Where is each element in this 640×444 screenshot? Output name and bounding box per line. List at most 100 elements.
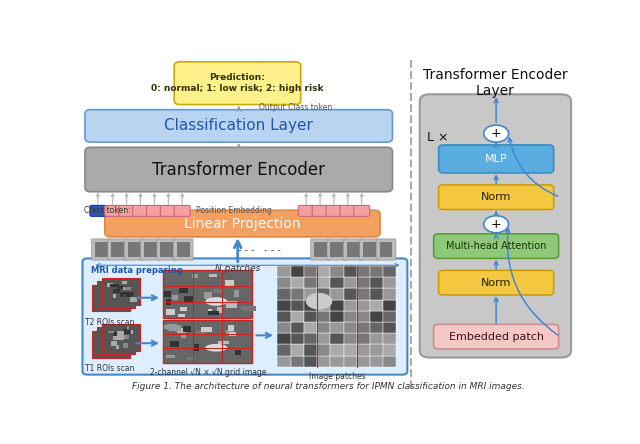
Bar (161, 242, 173, 257)
Bar (130, 297, 137, 302)
Bar (383, 288, 396, 300)
Bar (178, 313, 186, 317)
Bar (144, 242, 157, 257)
Bar (330, 288, 344, 300)
Bar (218, 341, 228, 345)
Bar (201, 327, 212, 332)
Text: Image patches: Image patches (308, 372, 365, 381)
Bar (330, 311, 344, 322)
Bar (196, 331, 206, 335)
Bar (344, 300, 356, 311)
Bar (225, 330, 233, 335)
FancyBboxPatch shape (327, 239, 347, 260)
Ellipse shape (306, 293, 332, 309)
FancyBboxPatch shape (340, 206, 356, 216)
Bar (317, 277, 330, 288)
Bar (113, 294, 116, 297)
Bar (107, 283, 113, 287)
Bar (383, 322, 396, 333)
Text: +: + (491, 127, 502, 140)
Bar (347, 242, 360, 257)
Bar (380, 242, 392, 257)
Bar (383, 311, 396, 322)
Text: +: + (491, 218, 502, 231)
Bar (124, 292, 134, 295)
Ellipse shape (205, 297, 227, 306)
Bar (277, 288, 291, 300)
Bar (95, 242, 108, 257)
Bar (277, 311, 291, 322)
Bar (356, 322, 370, 333)
Bar (304, 345, 317, 356)
Bar (356, 266, 370, 277)
Bar (209, 345, 213, 352)
Bar (277, 266, 291, 277)
FancyBboxPatch shape (124, 239, 144, 260)
FancyBboxPatch shape (344, 239, 364, 260)
Bar (175, 327, 180, 333)
Bar (102, 278, 140, 305)
Bar (317, 333, 330, 345)
FancyBboxPatch shape (141, 239, 161, 260)
Bar (108, 331, 114, 333)
Bar (291, 333, 304, 345)
Text: Transformer Encoder: Transformer Encoder (152, 161, 325, 178)
Bar (291, 300, 304, 311)
Bar (277, 300, 291, 311)
Bar (117, 331, 124, 336)
Circle shape (484, 125, 509, 142)
Bar (317, 266, 330, 277)
FancyBboxPatch shape (420, 94, 571, 357)
Bar (234, 290, 239, 297)
Text: - - -   - - -: - - - - - - (238, 245, 281, 254)
Bar (127, 242, 141, 257)
Text: Norm: Norm (481, 278, 511, 288)
FancyBboxPatch shape (157, 239, 177, 260)
Bar (92, 331, 130, 357)
Bar (102, 324, 140, 351)
Bar (291, 288, 304, 300)
Bar (113, 337, 121, 340)
Bar (118, 286, 127, 289)
Bar (356, 288, 370, 300)
Bar (383, 277, 396, 288)
FancyBboxPatch shape (108, 239, 127, 260)
Bar (163, 270, 252, 318)
Text: Linear Projection: Linear Projection (184, 217, 301, 230)
FancyBboxPatch shape (438, 185, 554, 210)
Bar (113, 289, 120, 293)
Bar (330, 333, 344, 345)
Bar (180, 307, 188, 311)
Bar (127, 326, 129, 330)
Bar (167, 324, 177, 330)
Text: Transformer Encoder
Layer: Transformer Encoder Layer (423, 68, 568, 98)
Bar (111, 242, 124, 257)
Bar (370, 322, 383, 333)
Bar (383, 266, 396, 277)
Bar (317, 322, 330, 333)
FancyBboxPatch shape (85, 147, 392, 192)
Bar (183, 326, 191, 332)
Text: Prediction:
0: normal; 1: low risk; 2: high risk: Prediction: 0: normal; 1: low risk; 2: h… (151, 74, 324, 93)
Bar (344, 311, 356, 322)
Bar (317, 311, 330, 322)
Bar (291, 277, 304, 288)
Bar (356, 345, 370, 356)
Text: Position Embedding: Position Embedding (196, 206, 272, 215)
FancyBboxPatch shape (147, 206, 163, 216)
FancyBboxPatch shape (310, 239, 330, 260)
Bar (120, 292, 124, 297)
Bar (113, 332, 118, 337)
Bar (116, 336, 124, 340)
Bar (383, 300, 396, 311)
Bar (97, 281, 134, 308)
Bar (194, 345, 200, 351)
Bar (304, 300, 317, 311)
Bar (241, 306, 246, 310)
FancyBboxPatch shape (105, 206, 121, 216)
Bar (277, 345, 291, 356)
Bar (170, 341, 179, 347)
Bar (356, 300, 370, 311)
Bar (131, 330, 133, 334)
FancyBboxPatch shape (438, 270, 554, 295)
